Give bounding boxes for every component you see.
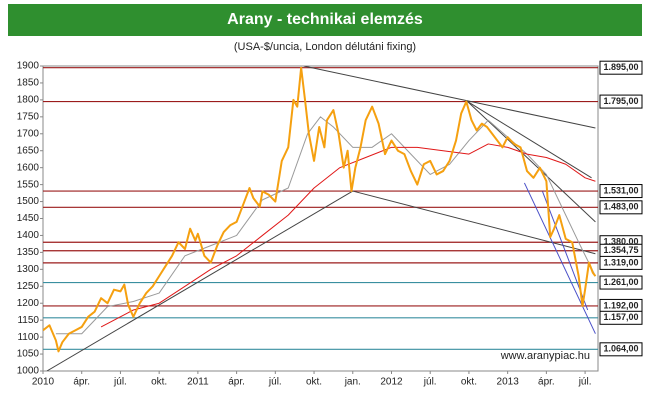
x-tick-label: jan.	[344, 377, 361, 388]
level-label: 1.064,00	[603, 344, 638, 354]
level-label: 1.192,00	[603, 300, 638, 310]
level-label: 1.531,00	[603, 185, 638, 195]
trend-line	[523, 182, 596, 334]
x-tick-label: okt.	[461, 377, 477, 388]
level-box	[599, 310, 643, 325]
y-tick-label: 1400	[17, 230, 40, 241]
x-tick-label: okt.	[151, 377, 167, 388]
trend-line	[303, 66, 596, 129]
level-box	[599, 200, 643, 215]
y-tick-label: 1100	[17, 332, 39, 343]
y-tick-label: 1350	[17, 247, 40, 258]
y-tick-label: 1450	[17, 213, 40, 224]
x-tick-label: ápr.	[538, 377, 555, 388]
level-label: 1.157,00	[603, 312, 638, 322]
y-tick-label: 1300	[17, 264, 40, 275]
plot-area	[42, 65, 599, 372]
x-tick-label: júl.	[578, 377, 592, 388]
x-tick-label: 2013	[497, 377, 520, 388]
y-tick-label: 1050	[17, 349, 40, 360]
level-box	[599, 60, 643, 75]
y-tick-label: 1500	[17, 196, 40, 207]
level-label: 1.895,00	[603, 62, 638, 72]
x-tick-label: ápr.	[73, 377, 90, 388]
level-label: 1.319,00	[603, 257, 638, 267]
y-tick-label: 1750	[17, 111, 40, 122]
y-tick-label: 1700	[17, 128, 40, 139]
y-tick-label: 1200	[17, 298, 40, 309]
trend-line	[352, 190, 596, 255]
level-box	[599, 275, 643, 290]
x-tick-label: 2012	[380, 377, 403, 388]
x-tick-label: júl.	[113, 377, 127, 388]
x-tick-label: 2011	[187, 377, 209, 388]
y-tick-label: 1900	[17, 61, 40, 72]
x-tick-label: júl.	[268, 377, 282, 388]
level-label: 1.354,75	[603, 245, 638, 255]
x-tick-label: 2010	[32, 377, 55, 388]
y-tick-label: 1000	[17, 366, 40, 377]
y-tick-label: 1800	[17, 95, 40, 106]
y-tick-label: 1650	[17, 145, 40, 156]
level-label: 1.380,00	[603, 237, 638, 247]
chart-subtitle: (USA-$/uncia, London délutáni fixing)	[234, 41, 416, 53]
chart-title: Arany - technikai elemzés	[227, 11, 423, 28]
level-label: 1.483,00	[603, 202, 638, 212]
level-box	[599, 94, 643, 109]
level-label: 1.261,00	[603, 277, 638, 287]
trend-line	[467, 101, 596, 223]
plot-layer	[43, 66, 598, 371]
level-box	[599, 255, 643, 270]
x-tick-label: okt.	[306, 377, 322, 388]
watermark: www.aranypiac.hu	[500, 350, 590, 362]
series-line	[100, 143, 596, 328]
level-box	[599, 342, 643, 357]
trend-line	[46, 190, 354, 371]
y-tick-label: 1550	[17, 179, 40, 190]
x-tick-label: júl.	[423, 377, 437, 388]
trend-line	[467, 101, 592, 179]
x-tick-label: ápr.	[228, 377, 245, 388]
y-tick-label: 1150	[17, 315, 39, 326]
y-tick-label: 1600	[17, 162, 40, 173]
y-tick-label: 1850	[17, 78, 40, 89]
y-tick-label: 1250	[17, 281, 40, 292]
level-label: 1.795,00	[603, 96, 638, 106]
title-bar	[8, 4, 642, 36]
level-box	[599, 184, 643, 199]
series-line	[43, 66, 597, 353]
